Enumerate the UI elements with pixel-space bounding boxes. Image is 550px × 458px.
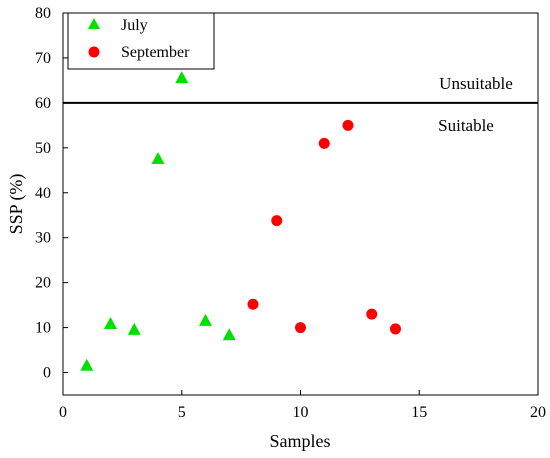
- september-data-point: [247, 298, 259, 310]
- legend: July September: [67, 12, 215, 70]
- y-tick-label: 50: [35, 140, 51, 157]
- plot-area-frame: [62, 12, 539, 396]
- y-tick-label: 20: [35, 275, 51, 292]
- september-data-point: [318, 137, 330, 149]
- x-tick-label: 20: [530, 404, 546, 421]
- x-tick-label: 0: [59, 404, 67, 421]
- y-axis-title: SSP (%): [6, 174, 27, 235]
- september-data-point: [390, 323, 401, 335]
- suitable-label: Suitable: [438, 116, 494, 135]
- july-data-point: [104, 316, 117, 329]
- y-tick-label: 10: [35, 320, 51, 337]
- july-data-point: [175, 71, 189, 84]
- y-tick-label: 70: [35, 50, 51, 67]
- september-data-point: [342, 119, 354, 131]
- y-tick-label: 30: [35, 230, 51, 247]
- july-data-point: [151, 152, 165, 165]
- legend-september-label: September: [121, 44, 190, 61]
- x-axis-title: Samples: [270, 431, 331, 451]
- x-tick-label: 5: [178, 404, 186, 421]
- legend-july-marker: [88, 18, 100, 29]
- september-data-point: [295, 322, 306, 334]
- july-data-point: [127, 322, 141, 335]
- data-points: [80, 71, 401, 371]
- x-tick-label: 15: [411, 404, 427, 421]
- y-tick-label: 0: [43, 365, 51, 382]
- y-tick-label: 40: [35, 185, 51, 202]
- july-data-point: [80, 358, 94, 371]
- y-tick-label: 60: [35, 95, 51, 112]
- september-data-point: [366, 308, 378, 320]
- september-data-point: [271, 215, 283, 227]
- unsuitable-label: Unsuitable: [439, 74, 513, 93]
- legend-september-marker: [88, 46, 100, 58]
- legend-july-label: July: [121, 17, 148, 34]
- july-data-point: [222, 328, 236, 341]
- x-tick-label: 10: [293, 404, 309, 421]
- y-tick-label: 80: [35, 5, 51, 22]
- axis-ticks: 0 5 10 15 20 0 10 20 30 40 50 60 70 80: [35, 5, 546, 421]
- july-data-point: [199, 313, 212, 326]
